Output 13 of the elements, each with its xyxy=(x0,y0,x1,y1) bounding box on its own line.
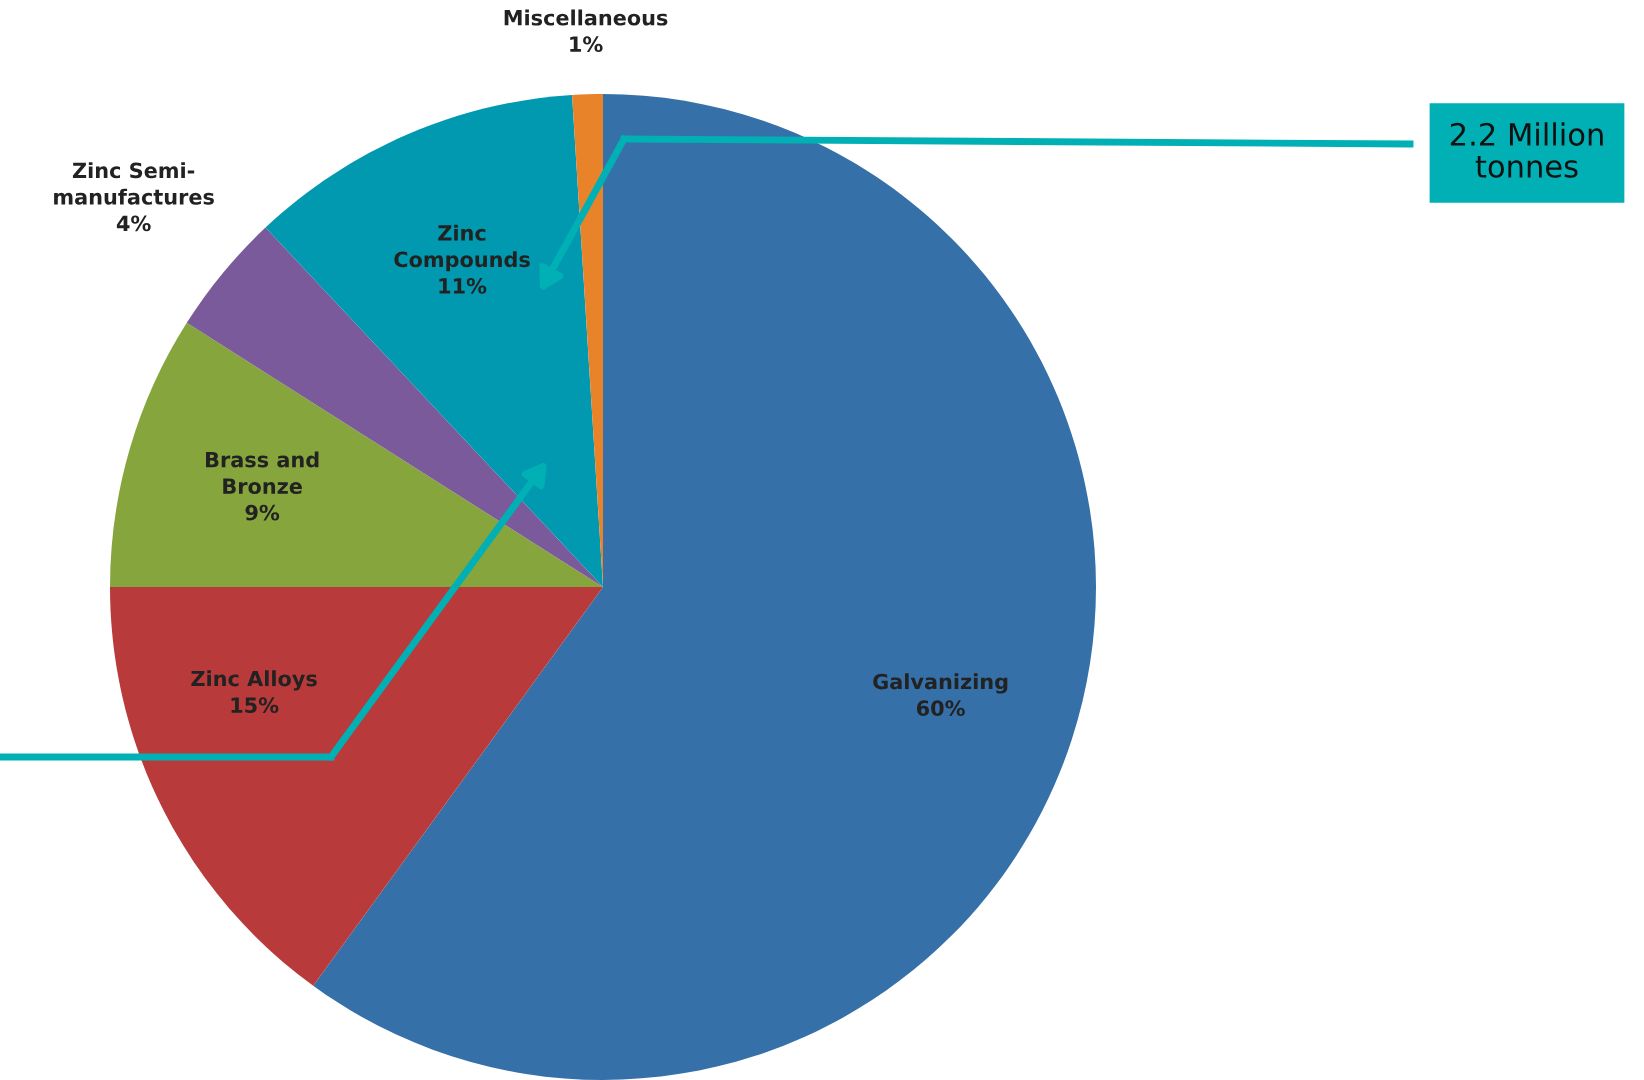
slice-label: Brass and Bronze xyxy=(206,451,319,495)
data-label: 9% xyxy=(245,504,280,521)
slice-label: Zinc Compounds xyxy=(394,224,530,272)
data-label: 1% xyxy=(570,36,603,53)
data-label: 60% xyxy=(916,700,965,717)
data-label: 15% xyxy=(231,697,279,714)
text: 2.2 Million tonnes xyxy=(1450,122,1603,178)
slice-label: Miscellaneous xyxy=(504,9,668,26)
slice-label: Galvanizing xyxy=(873,673,1008,694)
data-label: 11% xyxy=(439,278,487,294)
data-label: 4% xyxy=(116,215,151,232)
slice-label: Zinc Alloys xyxy=(191,670,317,691)
slice-label: Zinc Semi-manufactures xyxy=(54,162,214,205)
